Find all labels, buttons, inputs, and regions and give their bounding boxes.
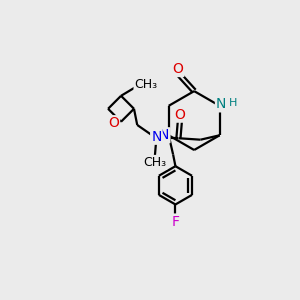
Text: N: N bbox=[151, 130, 161, 144]
Text: CH₃: CH₃ bbox=[134, 78, 158, 91]
Text: O: O bbox=[172, 62, 183, 76]
Text: O: O bbox=[108, 116, 119, 130]
Text: F: F bbox=[171, 214, 179, 229]
Text: O: O bbox=[174, 108, 185, 122]
Text: H: H bbox=[229, 98, 238, 109]
Text: CH₃: CH₃ bbox=[143, 156, 167, 169]
Text: N: N bbox=[216, 98, 226, 111]
Text: N: N bbox=[159, 128, 169, 142]
